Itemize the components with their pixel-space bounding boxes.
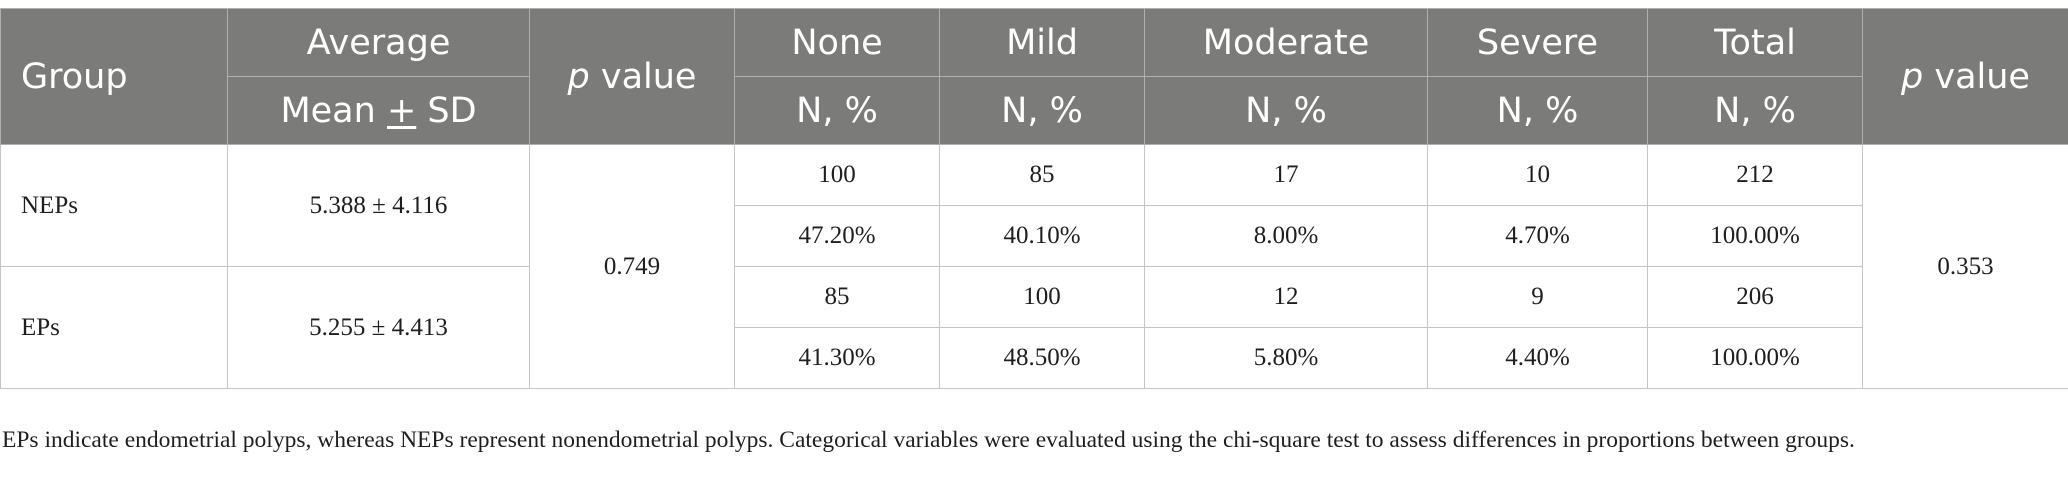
count-cell: 9 [1427, 266, 1648, 328]
p-value-word: value [589, 56, 697, 97]
header-p-value-categories: p value [1862, 8, 2068, 145]
percent-cell: 100.00% [1647, 205, 1863, 267]
group-cell: NEPs [0, 144, 228, 267]
count-cell: 12 [1144, 266, 1428, 328]
table-body: NEPs 5.388 ± 4.116 0.749 100 85 17 10 21… [0, 144, 2068, 389]
average-cell: 5.388 ± 4.116 [227, 144, 530, 267]
p-symbol: p [1901, 56, 1924, 97]
header-group: Group [0, 8, 228, 145]
p-value-categories-cell: 0.353 [1862, 144, 2068, 389]
percent-cell: 5.80% [1144, 327, 1428, 389]
percent-cell: 8.00% [1144, 205, 1428, 267]
table-row: 41.30% 48.50% 5.80% 4.40% 100.00% [1, 327, 2068, 389]
header-none: None [734, 8, 940, 77]
header-p-value-average: p value [529, 8, 735, 145]
percent-cell: 100.00% [1647, 327, 1863, 389]
sd-text: SD [416, 90, 477, 131]
table-header: Group Average p value None Mild Moderate… [0, 8, 2068, 145]
header-sub-mild: N, % [939, 76, 1145, 145]
table-row: EPs 5.255 ± 4.413 85 100 12 9 206 [0, 266, 2068, 389]
percent-cell: 48.50% [939, 327, 1145, 389]
mean-text: Mean [280, 90, 387, 131]
count-cell: 85 [734, 266, 940, 328]
group-cell: EPs [0, 266, 228, 389]
count-cell: 100 [939, 266, 1145, 328]
count-cell: 212 [1647, 144, 1863, 206]
count-cell: 206 [1647, 266, 1863, 328]
percent-cell: 4.70% [1427, 205, 1648, 267]
percent-cell: 47.20% [734, 205, 940, 267]
percent-cell: 40.10% [939, 205, 1145, 267]
header-mean-sd: Mean + SD [227, 76, 530, 145]
plus-minus-symbol: + [386, 90, 417, 131]
count-cell: 85 [939, 144, 1145, 206]
header-sub-total: N, % [1647, 76, 1863, 145]
count-cell: 10 [1427, 144, 1648, 206]
count-cell: 17 [1144, 144, 1428, 206]
average-cell: 5.255 ± 4.413 [227, 266, 530, 389]
header-row-1: Group Average p value None Mild Moderate… [0, 8, 2068, 145]
table-row: NEPs 5.388 ± 4.116 0.749 100 85 17 10 21… [0, 144, 2068, 389]
header-severe: Severe [1427, 8, 1648, 77]
header-average: Average [227, 8, 530, 77]
p-value-average-cell: 0.749 [529, 144, 735, 389]
data-table: Group Average p value None Mild Moderate… [0, 8, 2068, 389]
header-moderate: Moderate [1144, 8, 1428, 77]
table-footnote: EPs indicate endometrial polyps, whereas… [2, 426, 1855, 453]
percent-cell: 4.40% [1427, 327, 1648, 389]
header-row-2: Mean + SD N, % N, % N, % N, % N, % [1, 76, 2068, 145]
percent-cell: 41.30% [734, 327, 940, 389]
header-sub-moderate: N, % [1144, 76, 1428, 145]
count-cell: 100 [734, 144, 940, 206]
p-symbol: p [567, 56, 590, 97]
header-mild: Mild [939, 8, 1145, 77]
header-total: Total [1647, 8, 1863, 77]
p-value-word: value [1923, 56, 2030, 97]
header-sub-severe: N, % [1427, 76, 1648, 145]
table-container: Group Average p value None Mild Moderate… [0, 8, 2068, 389]
header-sub-none: N, % [734, 76, 940, 145]
